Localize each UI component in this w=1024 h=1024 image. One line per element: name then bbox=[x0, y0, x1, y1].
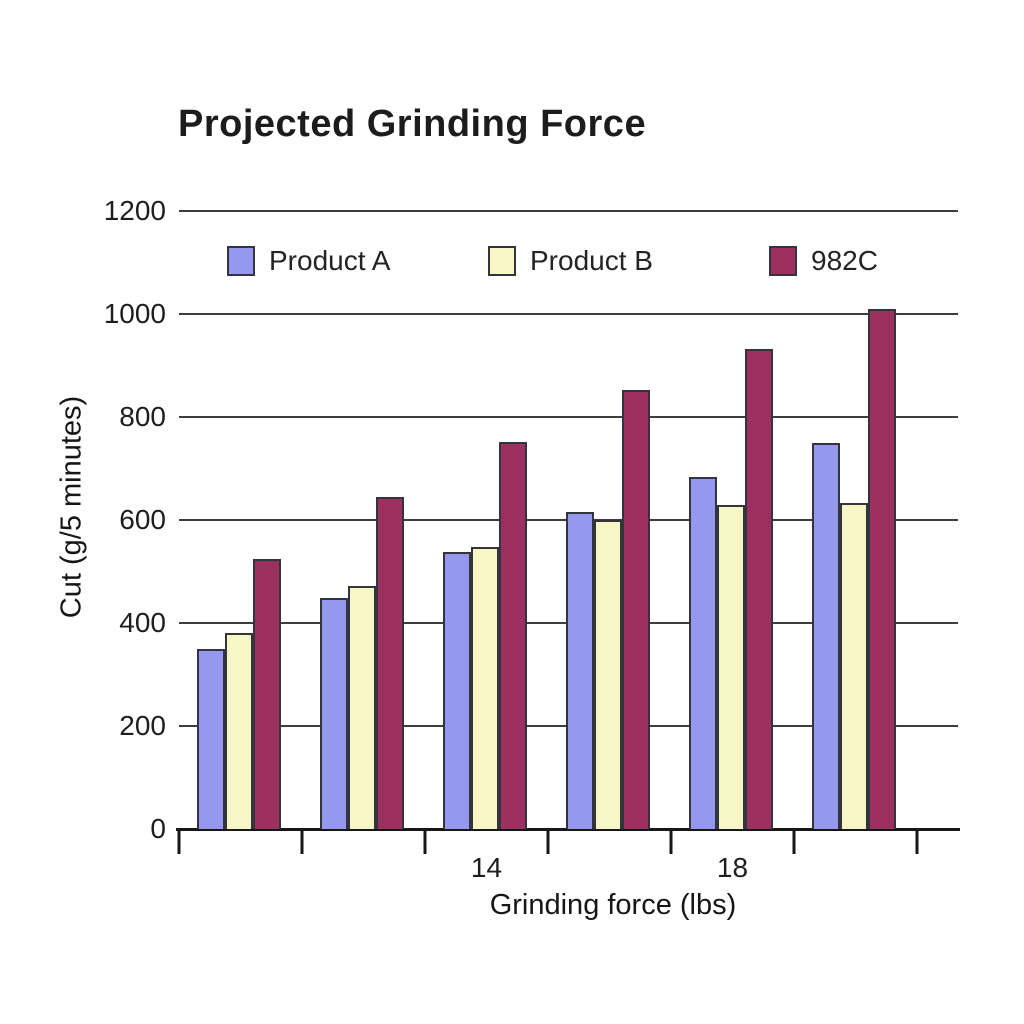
legend-swatch-product-b bbox=[488, 246, 516, 276]
x-axis-tick-1 bbox=[300, 829, 304, 854]
x-axis-tick-6 bbox=[915, 829, 919, 854]
bar-product-a-group-4 bbox=[566, 512, 594, 829]
gridline-800 bbox=[179, 416, 958, 418]
bar-product-b-group-2 bbox=[348, 586, 376, 829]
bar-product-b-group-1 bbox=[225, 633, 253, 829]
bar-product-a-group-2 bbox=[320, 598, 348, 829]
legend-label-982c: 982C bbox=[811, 245, 878, 276]
chart-title: Projected Grinding Force bbox=[178, 103, 647, 145]
y-tick-label-200: 200 bbox=[119, 710, 166, 741]
legend-item-product-a: Product A bbox=[227, 245, 390, 277]
x-tick-label-14: 14 bbox=[470, 852, 503, 883]
bar-product-b-group-4 bbox=[594, 520, 622, 829]
bar-982c-group-5 bbox=[745, 349, 773, 829]
x-axis-tick-5 bbox=[792, 829, 796, 854]
bar-product-b-group-6 bbox=[840, 503, 868, 829]
x-axis-tick-4 bbox=[669, 829, 673, 854]
legend-label-product-a: Product A bbox=[269, 245, 391, 276]
bar-982c-group-1 bbox=[253, 559, 281, 829]
legend-swatch-product-a bbox=[227, 246, 255, 276]
bar-product-a-group-6 bbox=[812, 443, 840, 829]
bar-982c-group-3 bbox=[499, 442, 527, 829]
gridline-1200 bbox=[179, 210, 958, 212]
y-tick-label-0: 0 bbox=[150, 813, 166, 844]
y-tick-label-1000: 1000 bbox=[103, 298, 166, 329]
bar-982c-group-2 bbox=[376, 497, 404, 829]
bar-product-a-group-5 bbox=[689, 477, 717, 829]
y-tick-label-800: 800 bbox=[119, 401, 166, 432]
bar-product-a-group-1 bbox=[197, 649, 225, 829]
x-axis-line bbox=[176, 828, 960, 831]
gridline-1000 bbox=[179, 313, 958, 315]
bar-product-a-group-3 bbox=[443, 552, 471, 829]
x-axis-tick-3 bbox=[546, 829, 550, 854]
y-tick-label-1200: 1200 bbox=[103, 195, 166, 226]
x-axis-title: Grinding force (lbs) bbox=[489, 889, 737, 921]
legend-item-982c: 982C bbox=[769, 245, 878, 277]
x-axis-tick-0 bbox=[177, 829, 181, 854]
plot-area bbox=[176, 210, 960, 854]
y-tick-label-400: 400 bbox=[119, 607, 166, 638]
y-tick-label-600: 600 bbox=[119, 504, 166, 535]
bar-982c-group-4 bbox=[622, 390, 650, 829]
x-axis-tick-2 bbox=[423, 829, 427, 854]
x-tick-label-18: 18 bbox=[716, 852, 749, 883]
legend-item-product-b: Product B bbox=[488, 245, 653, 277]
bar-982c-group-6 bbox=[868, 309, 896, 829]
legend-swatch-982c bbox=[769, 246, 797, 276]
legend-label-product-b: Product B bbox=[530, 245, 653, 276]
bar-product-b-group-3 bbox=[471, 547, 499, 829]
bar-product-b-group-5 bbox=[717, 505, 745, 829]
